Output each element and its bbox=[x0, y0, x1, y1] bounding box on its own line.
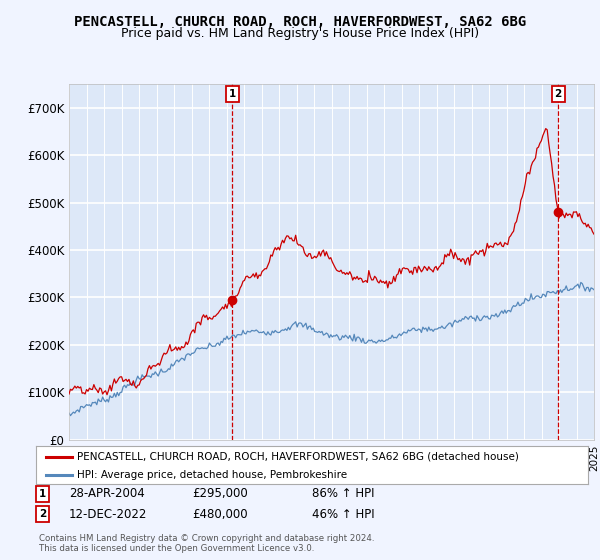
Text: 28-APR-2004: 28-APR-2004 bbox=[69, 487, 145, 501]
Text: PENCASTELL, CHURCH ROAD, ROCH, HAVERFORDWEST, SA62 6BG (detached house): PENCASTELL, CHURCH ROAD, ROCH, HAVERFORD… bbox=[77, 452, 519, 462]
Text: £480,000: £480,000 bbox=[192, 507, 248, 521]
Text: HPI: Average price, detached house, Pembrokeshire: HPI: Average price, detached house, Pemb… bbox=[77, 470, 347, 480]
Text: £295,000: £295,000 bbox=[192, 487, 248, 501]
Text: 86% ↑ HPI: 86% ↑ HPI bbox=[312, 487, 374, 501]
Text: 1: 1 bbox=[39, 489, 46, 499]
Text: 12-DEC-2022: 12-DEC-2022 bbox=[69, 507, 148, 521]
Text: 1: 1 bbox=[229, 89, 236, 99]
Text: 2: 2 bbox=[39, 509, 46, 519]
Text: Price paid vs. HM Land Registry's House Price Index (HPI): Price paid vs. HM Land Registry's House … bbox=[121, 27, 479, 40]
Text: Contains HM Land Registry data © Crown copyright and database right 2024.
This d: Contains HM Land Registry data © Crown c… bbox=[39, 534, 374, 553]
Text: 2: 2 bbox=[554, 89, 562, 99]
Text: PENCASTELL, CHURCH ROAD, ROCH, HAVERFORDWEST, SA62 6BG: PENCASTELL, CHURCH ROAD, ROCH, HAVERFORD… bbox=[74, 15, 526, 29]
Text: 46% ↑ HPI: 46% ↑ HPI bbox=[312, 507, 374, 521]
